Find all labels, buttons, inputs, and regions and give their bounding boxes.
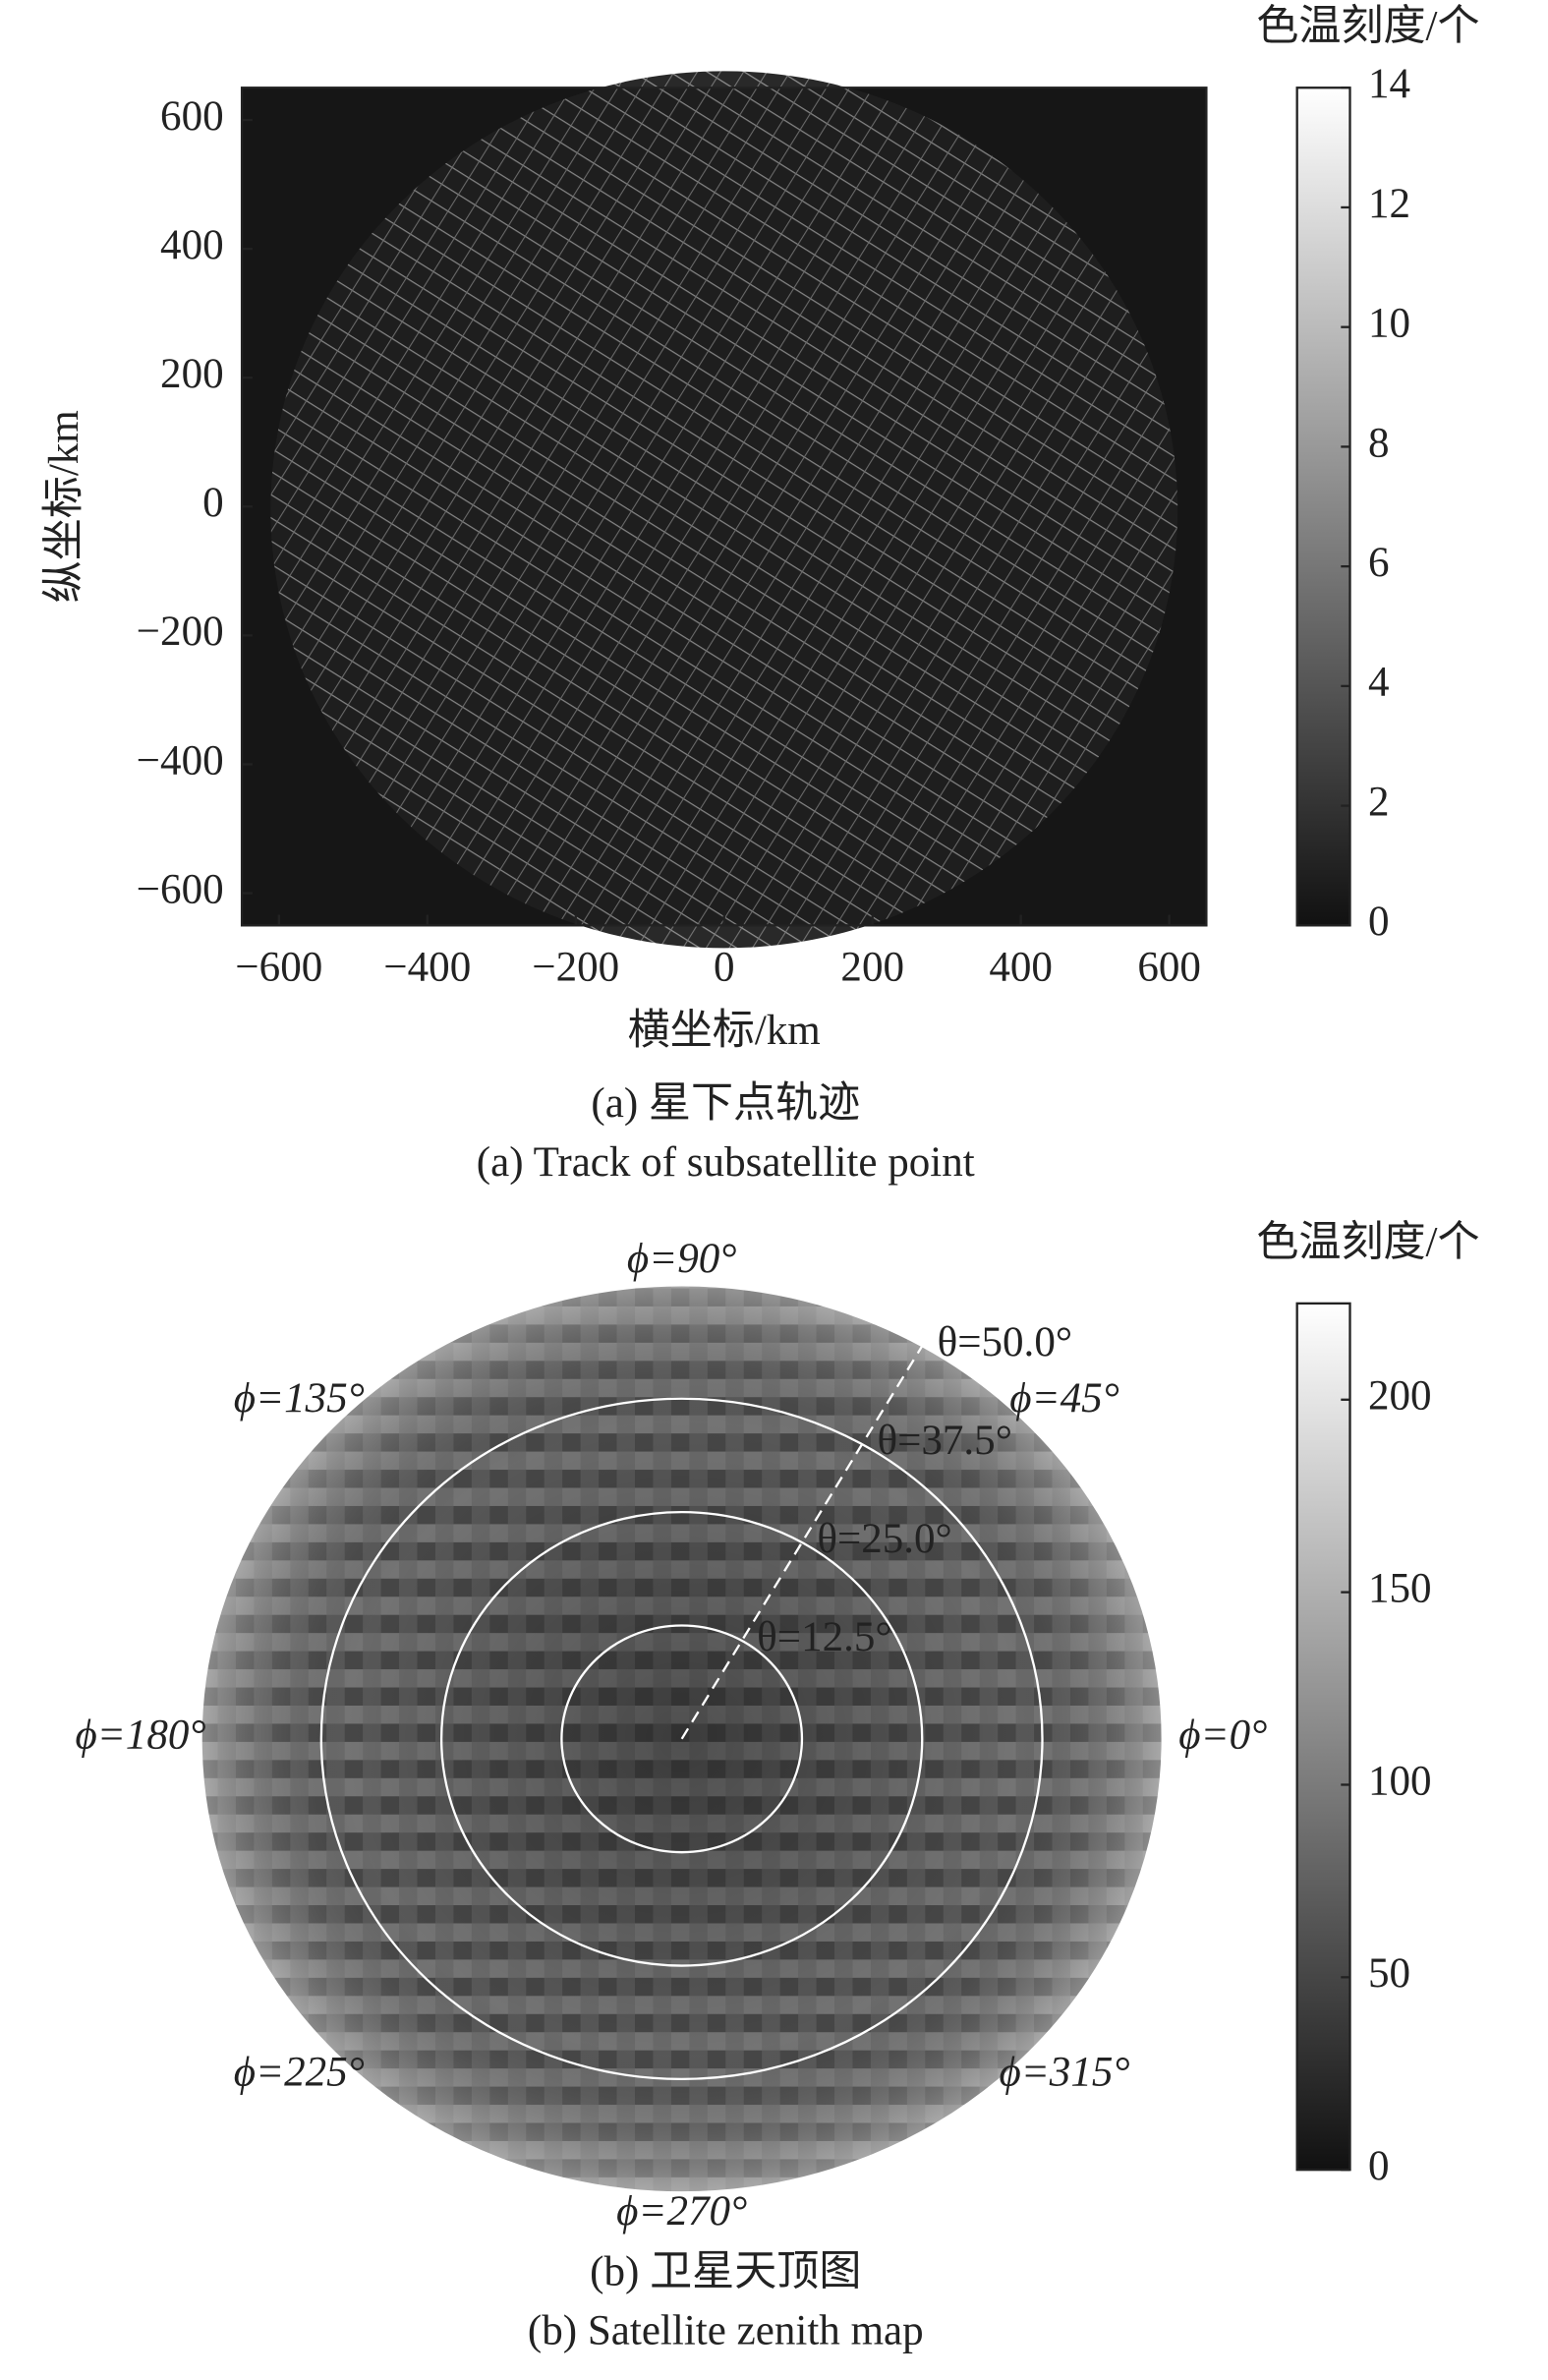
phi-label: ϕ=0°	[1178, 1712, 1267, 1759]
colorbar-tick-label: 12	[1368, 181, 1410, 227]
colorbar-tick-label: 100	[1368, 1758, 1432, 1804]
colorbar-tick-label: 6	[1368, 540, 1390, 586]
colorbar-tick-label: 10	[1368, 301, 1410, 347]
y-tick-label: 200	[160, 351, 224, 397]
x-tick-label: −400	[383, 944, 471, 990]
theta-guide	[680, 1333, 931, 1740]
phi-label: ϕ=90°	[627, 1236, 737, 1282]
theta-ring	[200, 1284, 1164, 2194]
phi-label: ϕ=315°	[999, 2049, 1129, 2095]
x-tick-label: −600	[235, 944, 322, 990]
theta-label: θ=37.5°	[877, 1418, 1011, 1464]
x-tick-label: 400	[989, 944, 1053, 990]
theta-ring	[560, 1624, 804, 1854]
y-tick-label: 400	[160, 222, 224, 268]
colorbar-tick-label: 14	[1368, 61, 1410, 107]
y-tick-label: 0	[202, 480, 224, 526]
caption: (b) 卫星天顶图	[590, 2249, 861, 2295]
colorbar-tick-label: 2	[1368, 779, 1390, 825]
phi-label: ϕ=270°	[616, 2188, 747, 2235]
x-tick-label: −200	[532, 944, 619, 990]
x-tick-label: 600	[1137, 944, 1201, 990]
colorbar	[1295, 87, 1351, 927]
x-tick-label: 200	[840, 944, 904, 990]
theta-ring	[319, 1397, 1044, 2081]
y-tick-label: −200	[137, 609, 224, 655]
track-density	[270, 71, 1178, 949]
colorbar	[1295, 1302, 1351, 2172]
theta-label: θ=12.5°	[757, 1614, 891, 1660]
colorbar-title: 色温刻度/个	[1256, 1219, 1479, 1265]
x-axis-label: 横坐标/km	[628, 1008, 821, 1054]
y-tick-label: −600	[137, 866, 224, 912]
colorbar-tick-label: 200	[1368, 1373, 1432, 1420]
theta-label: θ=50.0°	[938, 1319, 1072, 1365]
phi-label: ϕ=180°	[75, 1712, 205, 1759]
colorbar-tick-label: 150	[1368, 1566, 1432, 1612]
colorbar-tick-label: 4	[1368, 660, 1390, 706]
y-tick-label: 600	[160, 93, 224, 140]
colorbar-tick-label: 8	[1368, 420, 1390, 466]
phi-label: ϕ=225°	[234, 2049, 365, 2095]
theta-ring	[439, 1510, 924, 1967]
caption: (b) Satellite zenith map	[528, 2308, 924, 2354]
theta-label: θ=25.0°	[817, 1516, 951, 1562]
colorbar-tick-label: 50	[1368, 1950, 1410, 1997]
colorbar-title: 色温刻度/个	[1256, 4, 1479, 50]
colorbar-tick-label: 0	[1368, 2143, 1390, 2189]
phi-label: ϕ=135°	[234, 1375, 365, 1422]
y-tick-label: −400	[137, 737, 224, 784]
caption: (a) 星下点轨迹	[591, 1080, 860, 1127]
x-tick-label: 0	[714, 944, 735, 990]
y-axis-label: 纵坐标/km	[41, 410, 87, 603]
caption: (a) Track of subsatellite point	[477, 1139, 975, 1186]
colorbar-tick-label: 0	[1368, 899, 1390, 945]
phi-label: ϕ=45°	[1009, 1375, 1119, 1422]
